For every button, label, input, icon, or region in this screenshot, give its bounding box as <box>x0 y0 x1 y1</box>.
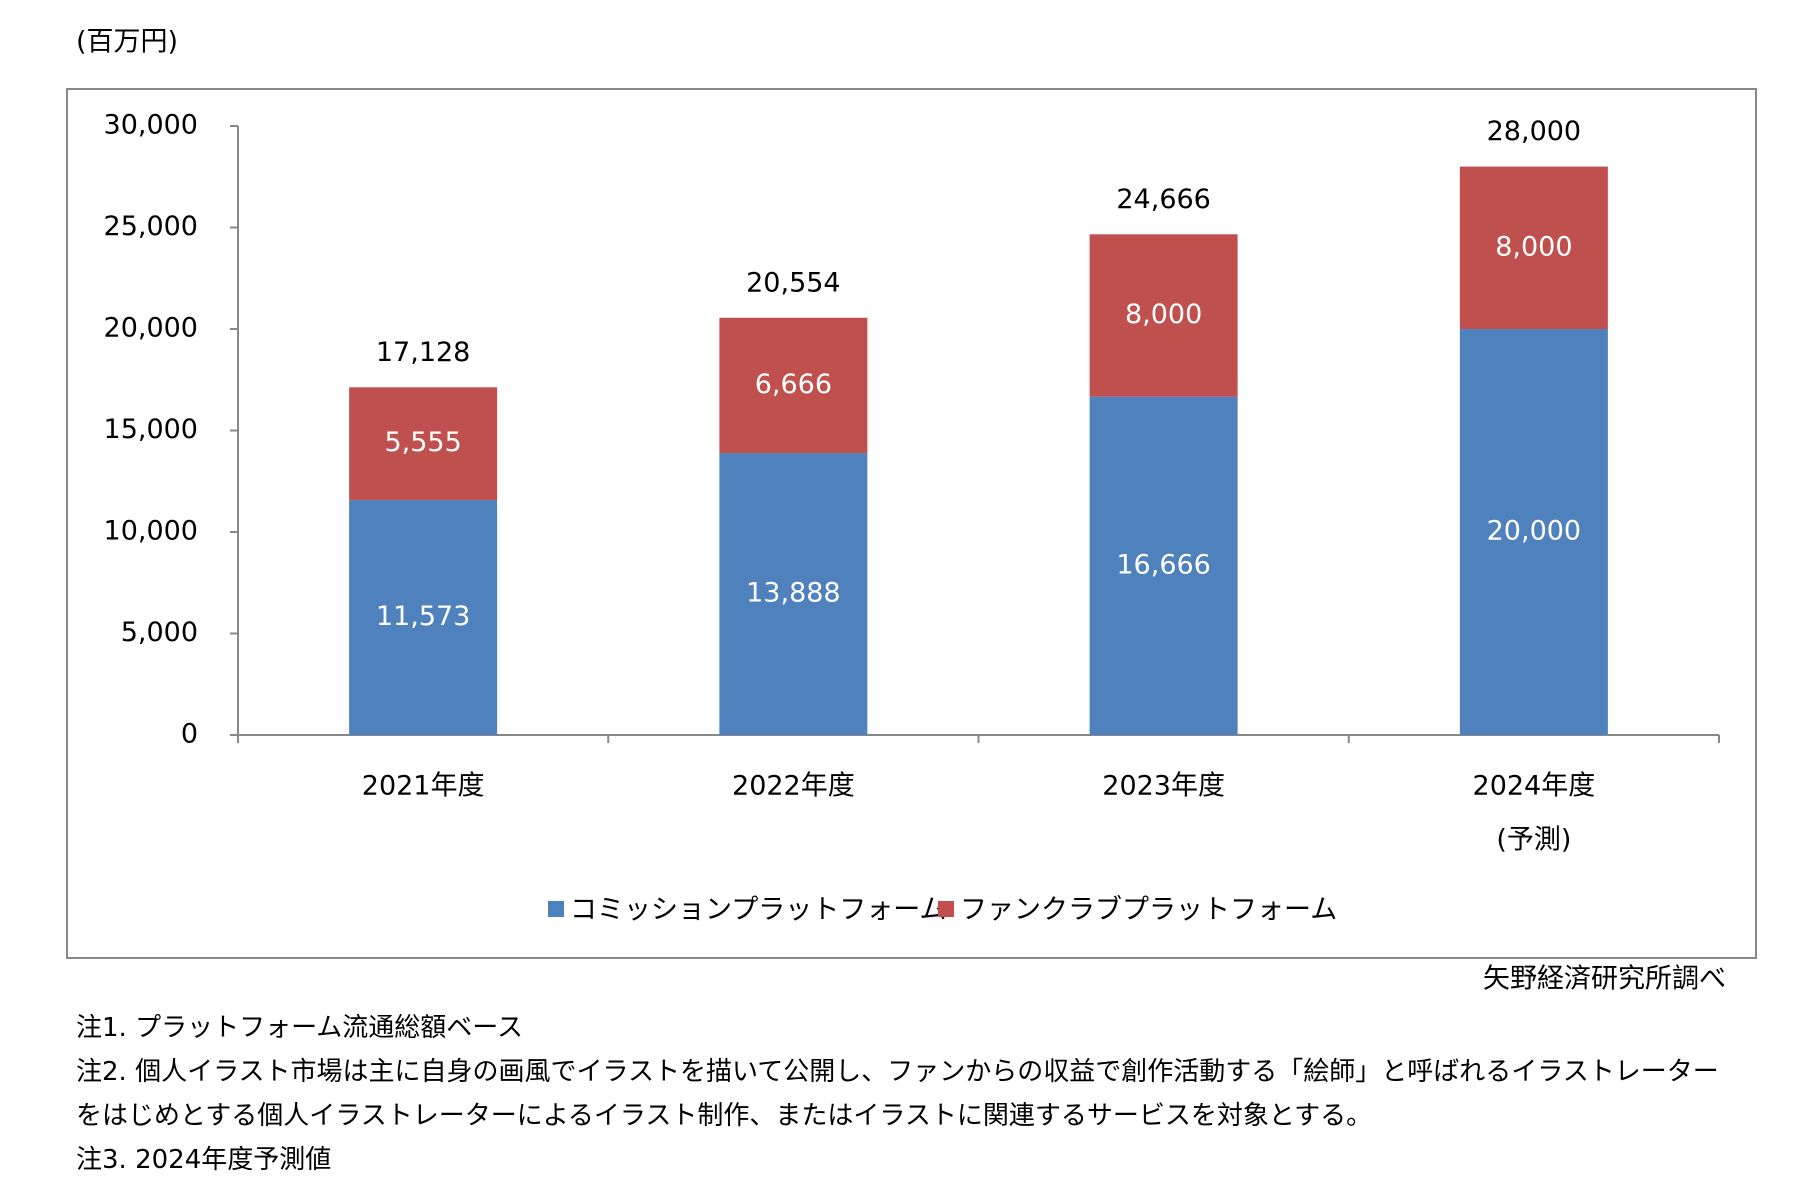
legend-swatch <box>548 901 564 917</box>
legend-label: コミッションプラットフォーム <box>570 895 946 926</box>
y-tick-label: 10,000 <box>104 516 198 547</box>
bar-segment <box>1089 234 1238 397</box>
value-label: 5,555 <box>384 427 461 458</box>
bar-segment <box>1089 396 1238 735</box>
notes: 注1. プラットフォーム流通総額ベース注2. 個人イラスト市場は主に自身の画風で… <box>76 1006 1736 1182</box>
bar-segment <box>719 317 868 454</box>
bar-segment <box>719 453 868 735</box>
bar-segment <box>1459 329 1608 735</box>
total-label: 24,666 <box>1116 184 1210 215</box>
value-label: 13,888 <box>746 578 840 609</box>
value-label: 6,666 <box>755 369 832 400</box>
value-label: 11,573 <box>376 601 470 632</box>
unit-label: (百万円) <box>76 27 178 58</box>
x-tick-label: 2023年度 <box>1102 771 1225 802</box>
y-tick-label: 25,000 <box>104 211 198 242</box>
note: 注1. プラットフォーム流通総額ベース <box>76 1013 523 1043</box>
value-label: 8,000 <box>1125 299 1202 330</box>
chart-frame <box>66 88 1757 959</box>
value-label: 16,666 <box>1116 549 1210 580</box>
value-label: 20,000 <box>1487 516 1581 547</box>
legend-label: ファンクラブプラットフォーム <box>960 895 1337 926</box>
chart: (百万円) 矢野経済研究所調べ 0 5,000 10,000 15,000 20,000… <box>66 27 1757 995</box>
legend-swatch <box>938 901 954 917</box>
note: 注2. 個人イラスト市場は主に自身の画風でイラストを描いて公開し、ファンからの収… <box>76 1057 1719 1131</box>
bar-segment <box>349 387 498 501</box>
source: 矢野経済研究所調べ <box>1483 964 1726 995</box>
y-tick-label: 0 <box>181 719 198 750</box>
bar-segment <box>349 500 498 735</box>
y-tick-label: 30,000 <box>104 110 198 141</box>
y-tick-label: 15,000 <box>104 414 198 445</box>
y-tick-label: 20,000 <box>104 313 198 344</box>
total-label: 17,128 <box>376 337 470 368</box>
value-label: 8,000 <box>1495 231 1572 262</box>
x-tick-label: 2021年度 <box>362 771 485 802</box>
x-tick-sublabel: (予測) <box>1496 825 1571 856</box>
x-tick-label: 2024年度 <box>1473 771 1596 802</box>
total-label: 20,554 <box>746 267 840 298</box>
x-tick-label: 2022年度 <box>732 771 855 802</box>
note: 注3. 2024年度予測値 <box>76 1145 332 1175</box>
bar-segment <box>1459 166 1608 329</box>
total-label: 28,000 <box>1487 116 1581 147</box>
y-tick-label: 5,000 <box>121 617 198 648</box>
